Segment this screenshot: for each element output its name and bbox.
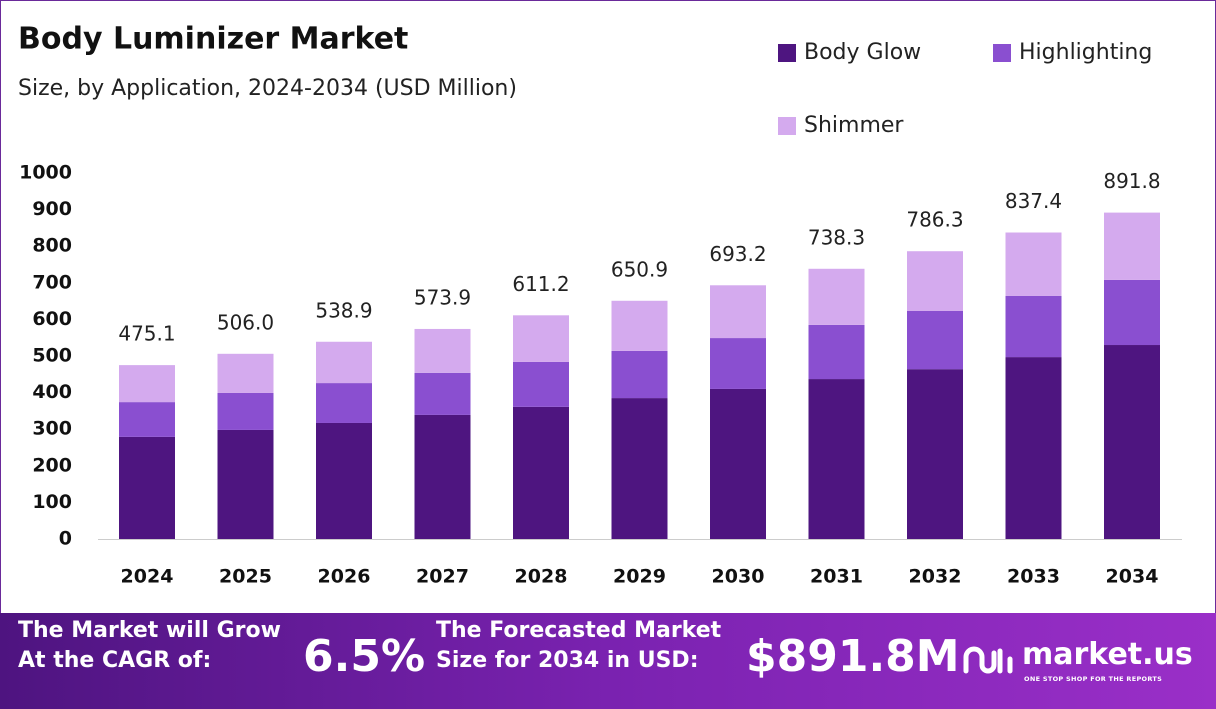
y-tick-label: 700 [32,271,72,293]
bar-segment [217,429,274,539]
legend-label: Highlighting [1019,40,1152,65]
bar-segment [316,383,372,423]
forecast-text: The Forecasted Market Size for 2034 in U… [436,616,721,676]
brand-logo [963,646,1013,674]
footer: The Market will Grow At the CAGR of: 6.5… [0,613,1216,709]
text-line: Size for 2034 in USD: [436,648,699,673]
bar-segment [1005,232,1062,296]
legend-swatch [993,44,1011,62]
x-tick-label: 2027 [416,566,469,588]
cagr-text: The Market will Grow At the CAGR of: [18,616,281,676]
bar-segment [119,436,175,539]
x-tick-label: 2025 [219,566,272,588]
bar-segment [611,398,668,539]
y-tick-label: 900 [32,198,72,220]
legend-label: Shimmer [804,113,904,138]
y-tick-label: 1000 [19,162,72,184]
legend-label: Body Glow [804,40,921,65]
bar-segment [513,361,569,407]
y-tick-label: 0 [59,528,72,550]
total-label: 573.9 [414,285,471,309]
text-line: At the CAGR of: [18,648,212,673]
bar-segment [119,402,175,437]
bar-segment [414,328,471,373]
x-tick-label: 2031 [810,566,863,588]
chart-subtitle: Size, by Application, 2024-2034 (USD Mil… [18,76,517,101]
bar-segment [217,392,274,430]
total-label: 506.0 [217,310,274,334]
bar-segment [710,388,766,539]
x-tick-label: 2024 [121,566,174,588]
y-tick-label: 200 [32,454,72,476]
total-label: 611.2 [512,272,569,296]
x-tick-label: 2026 [318,566,371,588]
bar-segment [907,369,963,539]
bar-segment [513,406,569,539]
bar-segment [1104,212,1160,280]
bar-segment [1104,279,1160,346]
bar-segment [808,324,865,380]
chart: Body Luminizer Market Size, by Applicati… [18,22,1182,588]
text-line: The Market will Grow [18,618,281,643]
x-tick-label: 2032 [909,566,962,588]
total-label: 693.2 [709,242,766,266]
bar-segment [611,350,668,399]
y-tick-label: 800 [32,235,72,257]
y-tick-label: 600 [32,308,72,330]
y-tick-label: 300 [32,418,72,440]
bar-segment [808,268,865,325]
bar-segment [316,422,372,539]
bar-segment [1005,357,1062,539]
x-tick-label: 2030 [712,566,765,588]
bar-segment [217,353,274,393]
legend-swatch [778,44,796,62]
bar-segment [808,379,865,539]
total-label: 475.1 [118,322,175,346]
chart-title: Body Luminizer Market [18,22,408,57]
legend-swatch [778,117,796,135]
brand-name: market.us [1022,637,1193,672]
total-label: 837.4 [1005,189,1062,213]
bar-segment [710,338,766,389]
bar-segment [1005,295,1062,358]
forecast-value: $891.8M [746,631,960,682]
cagr-value: 6.5% [303,631,426,682]
text-line: The Forecasted Market [436,618,722,643]
bar-segment [710,285,766,339]
bar-segment [414,372,471,415]
total-label: 650.9 [611,257,668,281]
total-label: 786.3 [906,208,963,232]
total-label: 891.8 [1103,169,1160,193]
bar-segment [414,414,471,539]
bar-segment [611,300,668,351]
x-tick-label: 2033 [1007,566,1060,588]
total-label: 538.9 [315,298,372,322]
y-tick-label: 500 [32,345,72,367]
y-tick-label: 400 [32,381,72,403]
bar-segment [513,315,569,362]
bar-segment [907,251,963,311]
x-tick-label: 2028 [515,566,568,588]
bar-segment [316,341,372,384]
y-tick-label: 100 [32,491,72,513]
bar-segment [119,365,175,403]
bar-segment [907,310,963,370]
x-tick-label: 2034 [1106,566,1159,588]
total-label: 738.3 [808,225,865,249]
brand-tagline: ONE STOP SHOP FOR THE REPORTS [1024,675,1163,683]
bar-segment [1104,345,1160,539]
x-tick-label: 2029 [613,566,666,588]
